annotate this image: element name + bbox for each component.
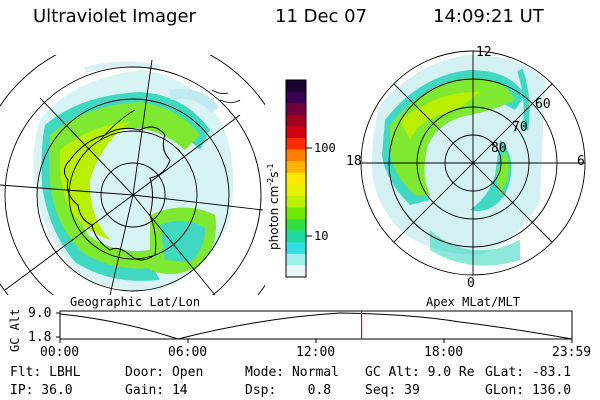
unit-text: photon cm xyxy=(267,185,281,250)
timeline-xtick: 00:00 xyxy=(40,345,80,360)
colorbar-segment xyxy=(286,149,306,162)
unit-exp-cm: -2 xyxy=(266,177,275,186)
info-seq: Seq: 39 xyxy=(365,383,420,398)
timeline-ytick-top: 9.0 xyxy=(28,306,52,321)
colorbar-segment xyxy=(286,265,306,278)
timeline-xtick: 06:00 xyxy=(168,345,208,360)
colorbar-tick-100: 100 xyxy=(314,141,336,155)
timeline-plot xyxy=(56,310,573,343)
date-label: 11 Dec 07 xyxy=(275,6,368,27)
timeline-xtick: 12:00 xyxy=(296,345,336,360)
colorbar-segment xyxy=(286,230,306,243)
mlt-label-18: 18 xyxy=(346,154,362,169)
info-gc-alt: GC Alt: 9.0 Re xyxy=(365,365,475,380)
colorbar-segment xyxy=(286,137,306,151)
mlt-label-6: 6 xyxy=(577,154,585,169)
unit-exp-s: -1 xyxy=(266,163,275,172)
magnetic-image xyxy=(360,50,586,276)
right-panel-label: Apex MLat/MLT xyxy=(426,295,520,309)
info-ip: IP: 36.0 xyxy=(10,383,73,398)
mlt-label-0: 0 xyxy=(467,276,475,291)
timeline-ytick-bottom: 1.8 xyxy=(28,330,52,345)
colorbar-segment xyxy=(286,219,306,232)
geographic-image xyxy=(0,55,265,295)
info-dsp: Dsp: 0.8 xyxy=(245,383,332,398)
info-gain: Gain: 14 xyxy=(125,383,188,398)
colorbar-segment xyxy=(286,114,306,127)
lat-label-70: 70 xyxy=(512,120,528,135)
colorbar-segment xyxy=(286,103,306,116)
colorbar-segment xyxy=(286,195,306,208)
colorbar-segment xyxy=(286,80,306,93)
info-glat: GLat: -83.1 xyxy=(485,365,572,380)
unit-text-s: s xyxy=(267,171,281,178)
colorbar-segment xyxy=(286,172,306,185)
info-mode: Mode: Normal xyxy=(245,365,339,380)
time-label: 14:09:21 UT xyxy=(433,6,544,27)
lat-label-60: 60 xyxy=(535,97,551,112)
colorbar-unit-label: photon cm-2s-1 xyxy=(266,163,281,250)
info-glon: GLon: 136.0 xyxy=(485,383,572,398)
mlt-label-12: 12 xyxy=(476,45,492,60)
instrument-title: Ultraviolet Imager xyxy=(33,6,196,27)
left-panel-label: Geographic Lat/Lon xyxy=(70,295,201,309)
colorbar-segment xyxy=(286,253,306,266)
colorbar xyxy=(286,80,306,278)
colorbar-segment xyxy=(286,161,306,174)
colorbar-segment xyxy=(286,207,306,220)
timeline-xtick: 18:00 xyxy=(424,345,464,360)
info-door: Door: Open xyxy=(125,365,204,380)
lat-label-80: 80 xyxy=(491,141,507,156)
timeline-ylabel: GC Alt xyxy=(8,308,22,352)
colorbar-segment xyxy=(286,184,306,197)
colorbar-segment xyxy=(286,126,306,139)
colorbar-tick-10: 10 xyxy=(314,229,329,243)
colorbar-segment xyxy=(286,242,306,255)
colorbar-segment xyxy=(286,91,306,104)
colorbar-frame xyxy=(285,79,312,278)
timeline-xtick: 23:59 xyxy=(552,345,592,360)
info-filter: Flt: LBHL xyxy=(10,365,81,380)
